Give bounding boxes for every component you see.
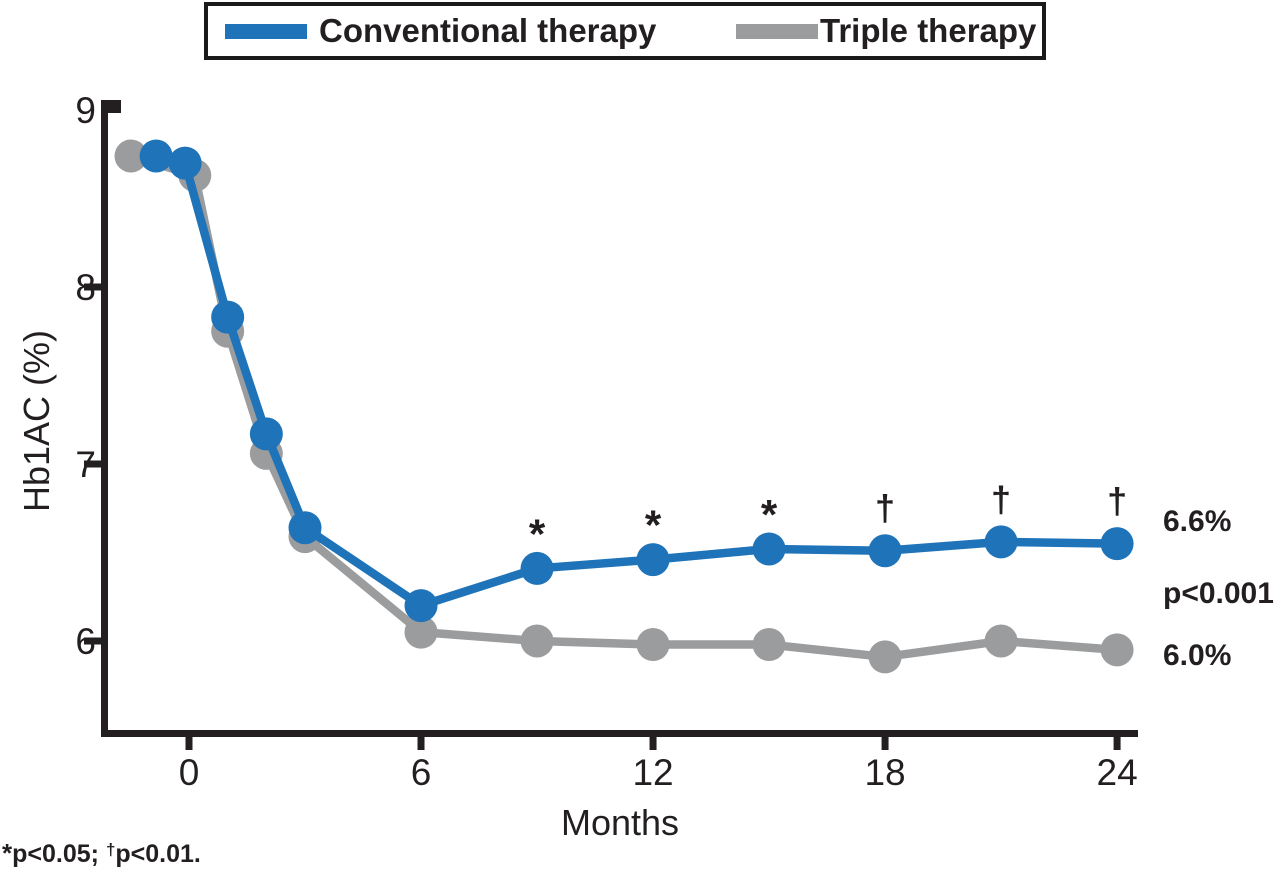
y-axis-tick: [84, 460, 102, 468]
conventional-legend-swatch: [225, 24, 307, 39]
y-tick-label: 6: [75, 621, 96, 662]
y-axis-title: Hb1AC (%): [16, 329, 57, 513]
conventional-data-point: [404, 589, 438, 623]
y-tick-label: 9: [75, 90, 96, 131]
x-axis-line: [101, 730, 1138, 737]
y-tick-label: 8: [75, 267, 96, 308]
x-tick-label: 0: [179, 752, 200, 793]
y-tick-label: 7: [75, 444, 96, 485]
conventional-series-line: [151, 151, 1122, 610]
triple-data-point: [636, 628, 670, 662]
y-axis-top-cap: [101, 100, 121, 113]
triple-data-point: [114, 139, 148, 173]
p-value-label: p<0.001: [1163, 577, 1274, 610]
x-axis-tick: [1113, 737, 1121, 750]
legend: Conventional therapy Triple therapy: [204, 2, 1046, 60]
significance-marker: *: [645, 502, 662, 549]
triple-data-point: [868, 640, 902, 674]
x-tick-label: 18: [864, 752, 905, 793]
significance-marker: *: [529, 510, 546, 557]
y-axis-line: [101, 100, 108, 737]
triple-data-point: [752, 628, 786, 662]
conventional-data-point: [168, 146, 202, 180]
footnote-star-text: p<0.05;: [12, 840, 106, 868]
conventional-data-point: [1100, 527, 1134, 561]
conventional-data-point: [288, 511, 322, 545]
triple-data-point: [984, 624, 1018, 658]
x-tick-label: 24: [1097, 752, 1138, 793]
y-axis-tick: [84, 637, 102, 645]
x-tick-label: 12: [632, 752, 673, 793]
triple-final-value-label: 6.0%: [1163, 639, 1232, 672]
conventional-final-value-label: 6.6%: [1163, 505, 1232, 538]
x-axis-tick: [649, 737, 657, 750]
footnote-star-symbol: *: [2, 838, 13, 868]
x-axis-tick: [881, 737, 889, 750]
significance-marker: †: [1107, 481, 1127, 522]
x-axis-title: Months: [560, 802, 680, 843]
triple-series-line: [126, 151, 1122, 662]
conventional-legend-label: Conventional therapy: [319, 12, 657, 49]
conventional-data-point: [249, 417, 283, 451]
significance-marker: †: [875, 488, 895, 529]
x-tick-label: 6: [411, 752, 432, 793]
footnote: *p<0.05; †p<0.01.: [2, 838, 201, 869]
triple-data-point: [1100, 633, 1134, 667]
conventional-data-point: [636, 543, 670, 577]
conventional-data-point: [984, 525, 1018, 559]
y-axis-tick: [84, 283, 102, 291]
x-axis-tick: [185, 737, 193, 750]
triple-data-point: [520, 624, 554, 658]
conventional-data-point: [139, 139, 173, 173]
significance-marker: †: [991, 479, 1011, 520]
triple-data-point: [404, 615, 438, 649]
footnote-dagger-text: p<0.01.: [115, 840, 201, 868]
significance-marker: *: [761, 491, 778, 538]
triple-legend-label: Triple therapy: [820, 12, 1037, 49]
conventional-data-point: [211, 300, 245, 334]
conventional-data-point: [752, 532, 786, 566]
conventional-data-point: [868, 534, 902, 568]
conventional-data-point: [520, 551, 554, 585]
footnote-dagger-symbol: †: [105, 840, 116, 859]
x-axis-tick: [417, 737, 425, 750]
triple-legend-swatch: [736, 24, 818, 39]
